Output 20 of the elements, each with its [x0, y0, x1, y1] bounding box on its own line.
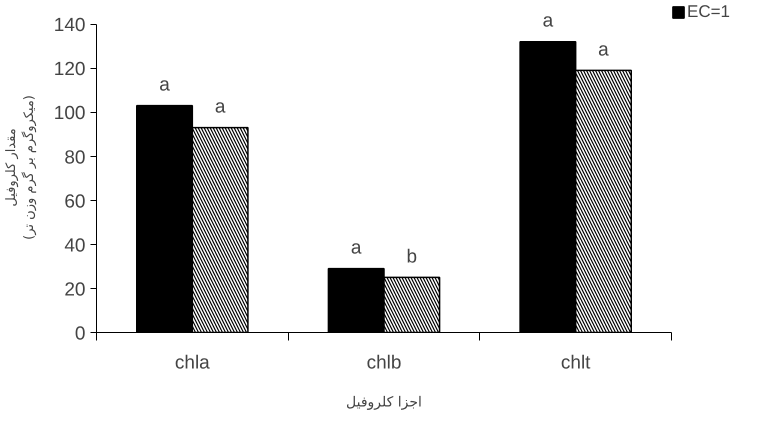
x-axis-title: اجزا کلروفیل — [346, 394, 422, 410]
y-tick-label: 60 — [64, 191, 86, 212]
y-tick-label: 0 — [74, 324, 86, 344]
x-tick-label: chlt — [560, 352, 592, 374]
annotation: a — [159, 74, 170, 96]
annotation: a — [542, 10, 554, 32]
y-tick-label: 80 — [64, 147, 86, 168]
y-tick-label: 20 — [64, 279, 86, 300]
annotation: a — [350, 238, 362, 259]
y-tick-label: 120 — [54, 59, 86, 80]
x-tick-label: chla — [174, 352, 210, 374]
y-tick-label: 100 — [54, 103, 86, 124]
y-tick-label: 40 — [64, 235, 86, 256]
x-tick-label: chlb — [366, 352, 402, 374]
legend-label: EC=1 — [687, 2, 730, 22]
y-axis-title: مقدار کلروفیل (میکروگرم بر گرم وزن تر) — [4, 95, 37, 240]
annotation: a — [214, 96, 226, 118]
y-tick-label: 140 — [54, 15, 86, 36]
annotation: b — [406, 246, 418, 268]
annotation: a — [598, 39, 610, 60]
